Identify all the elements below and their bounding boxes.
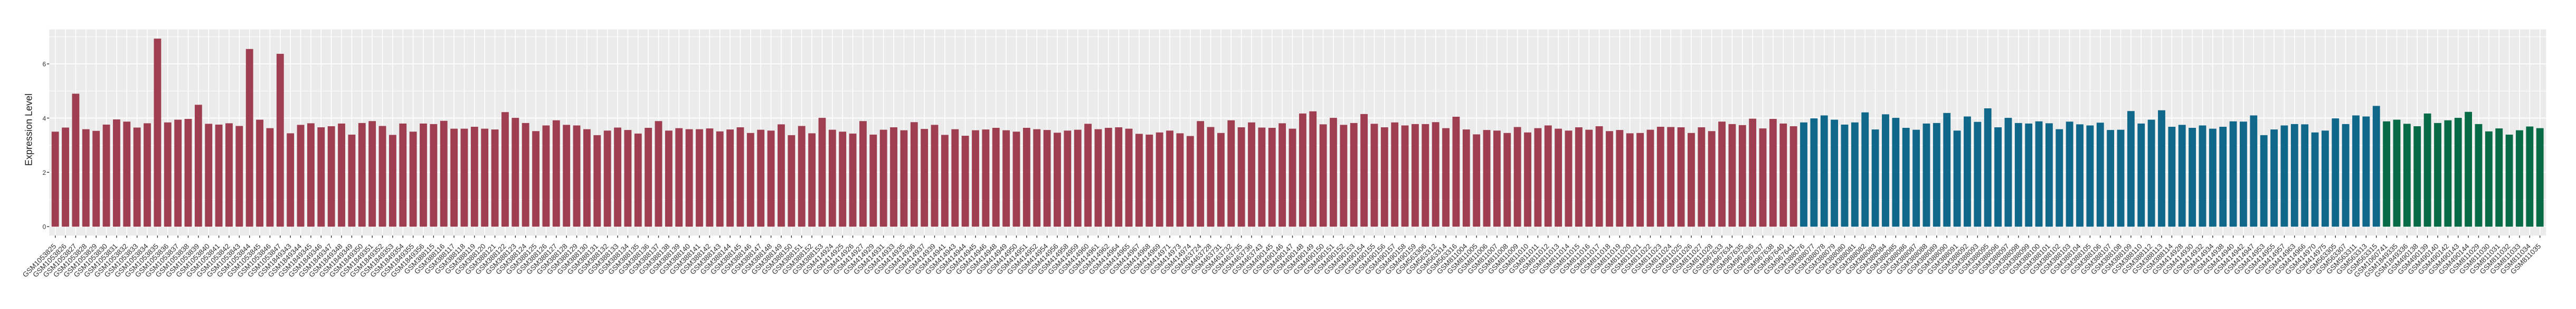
svg-text:Expression Level: Expression Level bbox=[24, 93, 34, 166]
svg-text:6: 6 bbox=[43, 61, 46, 68]
svg-text:4: 4 bbox=[43, 115, 46, 122]
svg-text:2: 2 bbox=[43, 169, 46, 176]
svg-text:0: 0 bbox=[43, 223, 46, 231]
